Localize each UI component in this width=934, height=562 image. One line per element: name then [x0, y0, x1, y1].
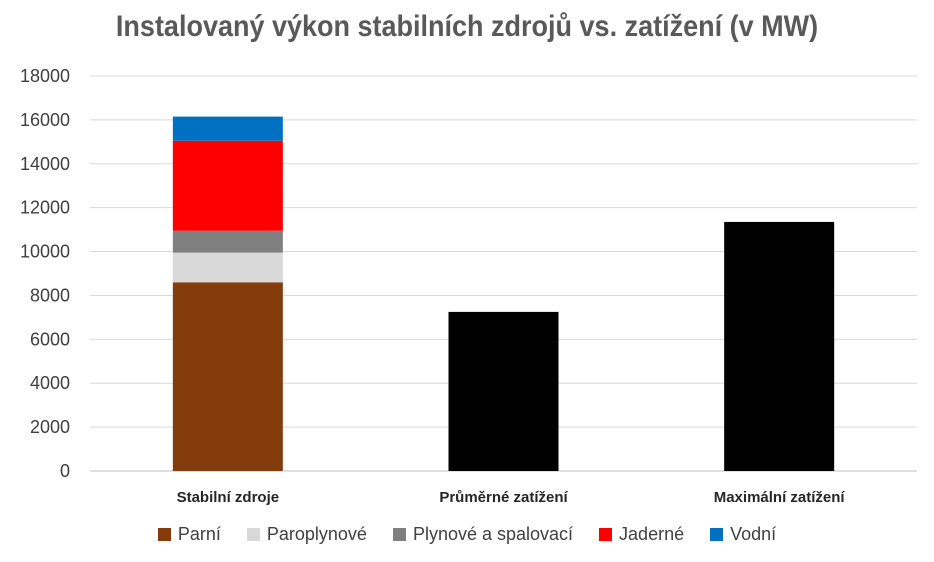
y-tick-label: 8000: [30, 285, 70, 305]
legend-label: Plynové a spalovací: [412, 524, 574, 544]
x-category-label: Maximální zatížení: [714, 489, 846, 506]
y-tick-label: 6000: [30, 329, 70, 349]
legend-label: Jaderné: [619, 524, 685, 544]
y-tick-label: 16000: [20, 110, 70, 130]
y-tick-label: 0: [60, 461, 70, 481]
legend-swatch: [246, 528, 260, 541]
legend-swatch: [392, 528, 406, 541]
y-tick-label: 12000: [20, 198, 70, 218]
bar-segment: [724, 221, 835, 471]
legend-label: Vodní: [730, 524, 777, 544]
legend-item: Vodní: [710, 524, 776, 545]
legend-label: Parní: [177, 524, 221, 544]
bar-segment: [172, 140, 283, 231]
bar-segment: [172, 252, 283, 283]
legend-item: Jaderné: [599, 524, 684, 545]
legend-item: Plynové a spalovací: [392, 524, 574, 545]
legend-item: Parní: [157, 524, 221, 545]
x-category-label: Stabilní zdroje: [177, 489, 280, 506]
legend-swatch: [157, 528, 171, 541]
legend-swatch: [710, 528, 724, 541]
legend-item: Paroplynové: [246, 524, 367, 545]
y-tick-label: 14000: [20, 154, 70, 174]
legend: Parní Paroplynové Plynové a spalovací Jader…: [0, 524, 934, 545]
y-tick-label: 18000: [20, 66, 70, 86]
y-tick-label: 4000: [30, 373, 70, 393]
chart-title: Instalovaný výkon stabilních zdrojů vs. …: [115, 10, 819, 43]
y-tick-label: 2000: [30, 417, 70, 437]
bar-segment: [448, 311, 559, 471]
x-category-label: Průměrné zatížení: [439, 489, 568, 506]
legend-label: Paroplynové: [266, 524, 367, 544]
y-tick-label: 10000: [20, 242, 70, 262]
legend-swatch: [599, 528, 613, 541]
bar-segment: [172, 230, 283, 253]
bar-segment: [172, 116, 283, 141]
bar-segment: [172, 282, 283, 471]
